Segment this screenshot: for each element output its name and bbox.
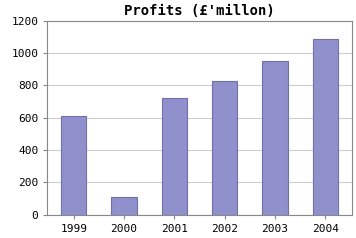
Bar: [313, 39, 338, 215]
Bar: [162, 98, 187, 215]
Title: Profits (£'millon): Profits (£'millon): [124, 4, 275, 18]
Bar: [262, 61, 288, 215]
Bar: [111, 197, 137, 215]
Bar: [61, 116, 86, 215]
Bar: [212, 81, 237, 215]
